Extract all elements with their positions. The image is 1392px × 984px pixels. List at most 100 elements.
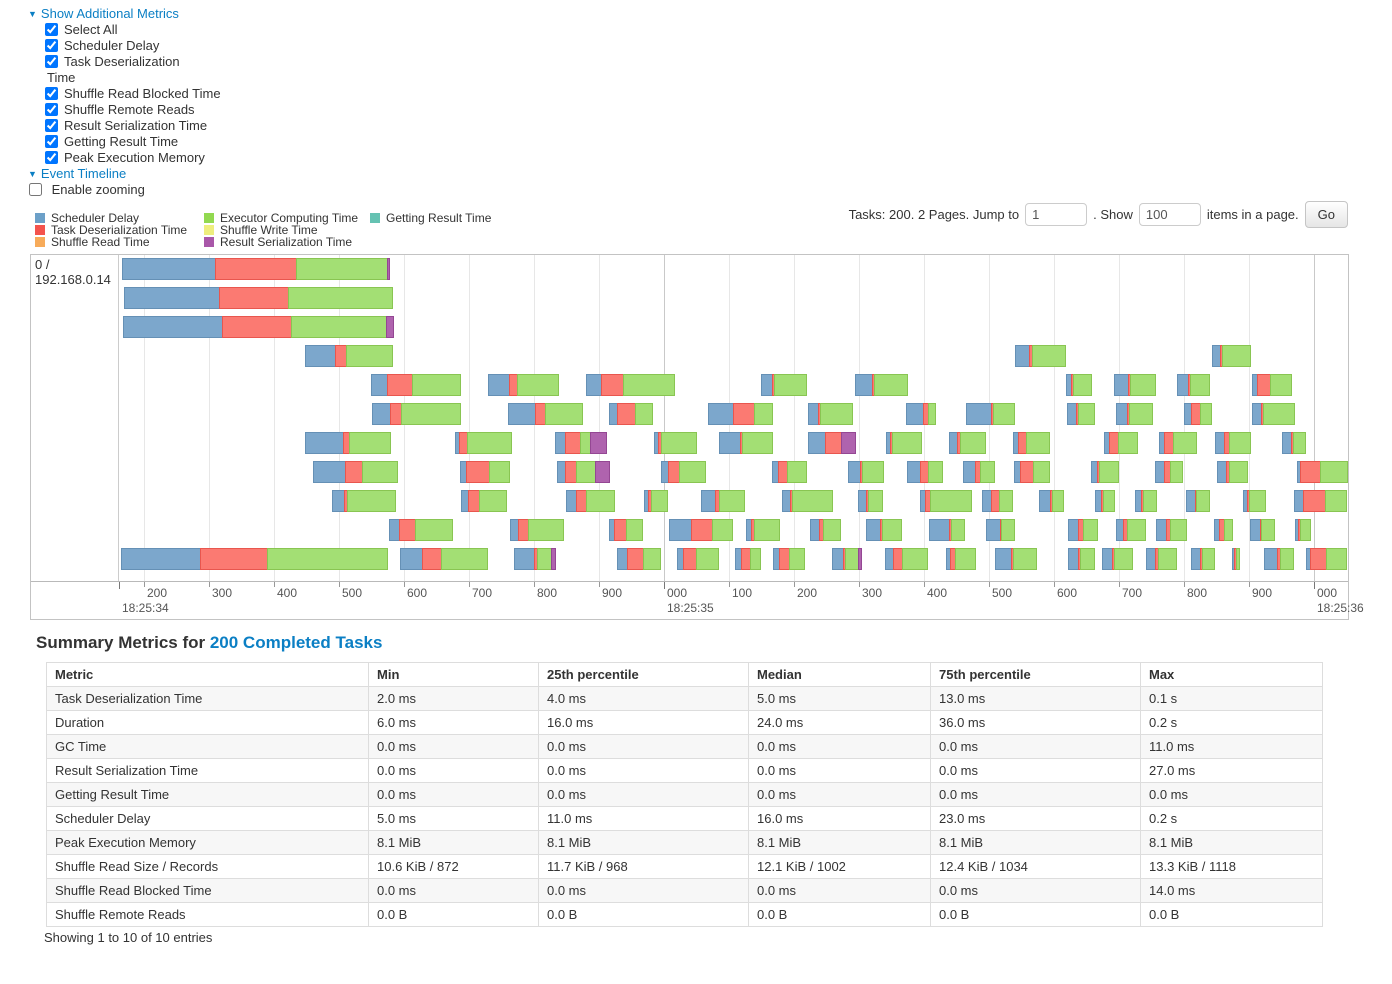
timeline-task-bar[interactable] [460,461,510,483]
timeline-task-bar[interactable] [773,548,805,570]
timeline-task-bar[interactable] [1306,548,1347,570]
show-additional-metrics-toggle[interactable]: ▼ Show Additional Metrics [28,6,179,21]
timeline-task-bar[interactable] [810,519,841,541]
timeline-task-bar[interactable] [124,287,393,309]
timeline-task-bar[interactable] [1177,374,1210,396]
jump-to-page-input[interactable] [1025,202,1088,226]
timeline-task-bar[interactable] [609,403,653,425]
timeline-task-bar[interactable] [1295,519,1311,541]
timeline-task-bar[interactable] [782,490,833,512]
metric-checkbox[interactable] [45,55,58,68]
timeline-task-bar[interactable] [701,490,745,512]
timeline-task-bar[interactable] [995,548,1037,570]
timeline-task-bar[interactable] [1068,519,1098,541]
timeline-task-bar[interactable] [1250,519,1275,541]
timeline-task-bar[interactable] [644,490,668,512]
timeline-task-bar[interactable] [586,374,675,396]
timeline-task-bar[interactable] [1013,432,1050,454]
timeline-task-bar[interactable] [1191,548,1215,570]
timeline-task-bar[interactable] [920,490,972,512]
timeline-task-bar[interactable] [1015,345,1066,367]
timeline-task-bar[interactable] [906,403,936,425]
metric-checkbox[interactable] [45,135,58,148]
timeline-task-bar[interactable] [966,403,1015,425]
timeline-task-bar[interactable] [1243,490,1266,512]
timeline-task-bar[interactable] [1095,490,1115,512]
timeline-task-bar[interactable] [746,519,780,541]
timeline-task-bar[interactable] [1014,461,1050,483]
go-button[interactable]: Go [1304,200,1348,228]
timeline-task-bar[interactable] [1156,519,1187,541]
timeline-task-bar[interactable] [1116,519,1146,541]
timeline-task-bar[interactable] [677,548,719,570]
timeline-task-bar[interactable] [400,548,488,570]
timeline-task-bar[interactable] [1214,519,1233,541]
timeline-task-bar[interactable] [855,374,908,396]
timeline-task-bar[interactable] [1297,461,1348,483]
timeline-task-bar[interactable] [761,374,807,396]
timeline-task-bar[interactable] [609,519,643,541]
timeline-task-bar[interactable] [461,490,507,512]
timeline-task-bar[interactable] [982,490,1013,512]
timeline-task-bar[interactable] [1252,374,1292,396]
timeline-task-bar[interactable] [719,432,773,454]
timeline-task-bar[interactable] [122,258,390,280]
timeline-task-bar[interactable] [654,432,697,454]
timeline-task-bar[interactable] [946,548,976,570]
timeline-task-bar[interactable] [1212,345,1251,367]
timeline-task-bar[interactable] [661,461,706,483]
timeline-task-bar[interactable] [121,548,388,570]
timeline-task-bar[interactable] [1232,548,1240,570]
timeline-task-bar[interactable] [1039,490,1064,512]
timeline-task-bar[interactable] [1186,490,1210,512]
timeline-task-bar[interactable] [389,519,453,541]
timeline-task-bar[interactable] [555,432,607,454]
timeline-task-bar[interactable] [1155,461,1183,483]
timeline-task-bar[interactable] [1066,374,1092,396]
timeline-task-bar[interactable] [455,432,512,454]
items-per-page-input[interactable] [1138,202,1201,226]
timeline-task-bar[interactable] [886,432,922,454]
timeline-task-bar[interactable] [1104,432,1138,454]
timeline-task-bar[interactable] [929,519,965,541]
timeline-task-bar[interactable] [1217,461,1248,483]
timeline-task-bar[interactable] [832,548,862,570]
timeline-task-bar[interactable] [313,461,398,483]
timeline-task-bar[interactable] [617,548,661,570]
timeline-task-bar[interactable] [1282,432,1306,454]
timeline-task-bar[interactable] [963,461,995,483]
timeline-task-bar[interactable] [371,374,461,396]
timeline-task-bar[interactable] [1068,548,1095,570]
timeline-task-bar[interactable] [1252,403,1295,425]
metric-checkbox[interactable] [45,151,58,164]
enable-zooming-checkbox[interactable] [29,183,42,196]
timeline-task-bar[interactable] [1294,490,1347,512]
timeline-task-bar[interactable] [508,403,583,425]
timeline-task-bar[interactable] [808,432,856,454]
timeline-task-bar[interactable] [907,461,943,483]
timeline-task-bar[interactable] [372,403,461,425]
timeline-task-bar[interactable] [1264,548,1294,570]
event-timeline-toggle[interactable]: ▼ Event Timeline [28,166,126,181]
timeline-task-bar[interactable] [305,345,393,367]
timeline-task-bar[interactable] [514,548,556,570]
completed-tasks-link[interactable]: 200 Completed Tasks [209,633,383,652]
timeline-task-bar[interactable] [848,461,884,483]
timeline-task-bar[interactable] [735,548,761,570]
timeline-task-bar[interactable] [866,519,902,541]
timeline-task-bar[interactable] [949,432,986,454]
metric-checkbox[interactable] [45,23,58,36]
timeline-task-bar[interactable] [772,461,807,483]
timeline-task-bar[interactable] [566,490,615,512]
metric-checkbox[interactable] [45,39,58,52]
timeline-task-bar[interactable] [557,461,610,483]
timeline-task-bar[interactable] [858,490,883,512]
timeline-task-bar[interactable] [1159,432,1197,454]
timeline-task-bar[interactable] [808,403,853,425]
metric-checkbox[interactable] [45,119,58,132]
timeline-task-bar[interactable] [1215,432,1251,454]
metric-checkbox[interactable] [45,87,58,100]
timeline-task-bar[interactable] [1091,461,1119,483]
timeline-task-bar[interactable] [1116,403,1153,425]
timeline-task-bar[interactable] [708,403,773,425]
